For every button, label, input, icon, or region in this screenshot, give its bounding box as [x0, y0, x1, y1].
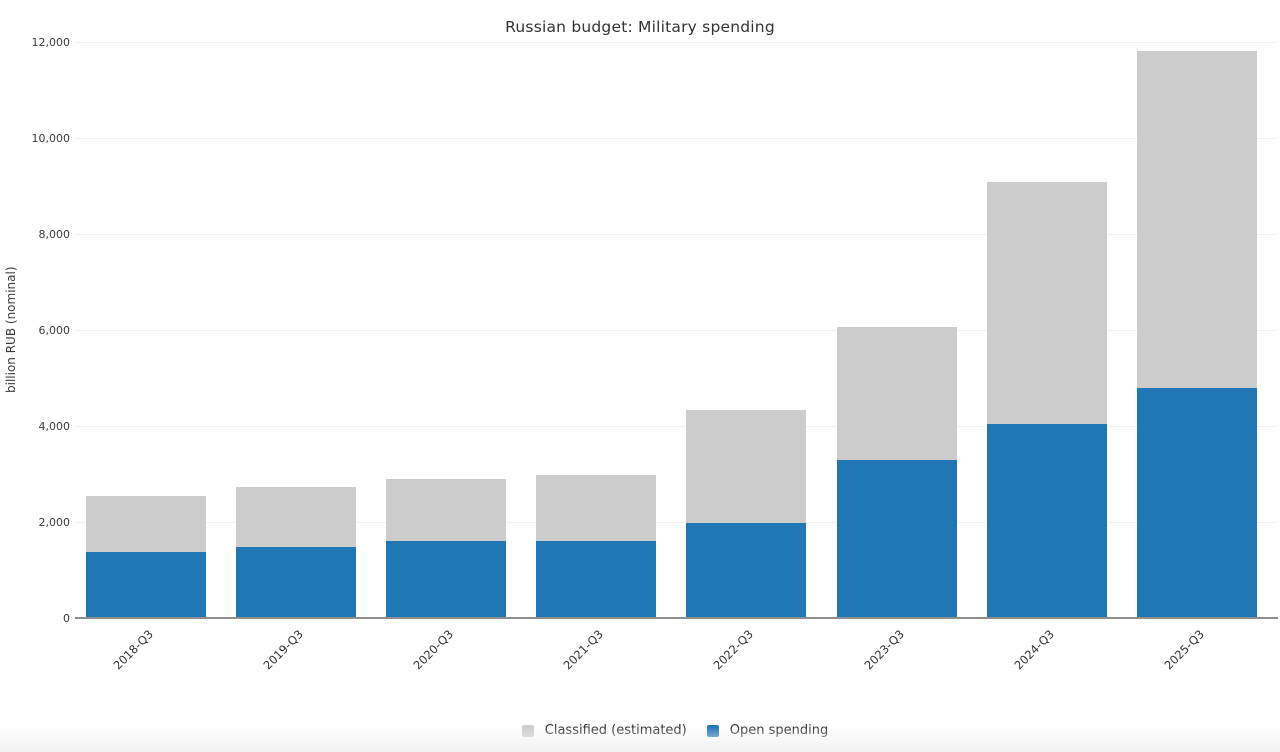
bar-segment-classified-estimated[interactable] [235, 487, 356, 548]
bar-stack-2024-Q3[interactable] [986, 181, 1107, 618]
gridline [75, 330, 1278, 331]
y-tick-label: 4,000 [38, 420, 71, 433]
plot-area [75, 42, 1278, 618]
gridline [75, 234, 1278, 235]
x-tick-label: 2022-Q3 [710, 627, 757, 673]
chart-title: Russian budget: Military spending [505, 18, 775, 36]
legend-swatch-icon [706, 724, 719, 737]
gridline [75, 426, 1278, 427]
bar-segment-classified-estimated[interactable] [836, 326, 957, 460]
bar-segment-open-spending[interactable] [235, 547, 356, 618]
bar-segment-open-spending[interactable] [1136, 387, 1257, 618]
bar-segment-classified-estimated[interactable] [986, 181, 1107, 425]
x-tick-label: 2025-Q3 [1161, 627, 1207, 673]
y-tick-label: 0 [63, 612, 70, 625]
bar-segment-open-spending[interactable] [986, 424, 1107, 618]
x-tick-label: 2020-Q3 [410, 627, 456, 673]
bar-stack-2022-Q3[interactable] [686, 409, 807, 618]
legend-item-open-spending[interactable]: Open spending [706, 723, 829, 738]
legend-swatch-icon [521, 724, 534, 737]
bar-segment-classified-estimated[interactable] [85, 495, 206, 552]
y-tick-label: 12,000 [31, 36, 71, 49]
bar-segment-open-spending[interactable] [836, 459, 957, 618]
bar-segment-classified-estimated[interactable] [686, 409, 807, 524]
x-tick-label: 2019-Q3 [260, 627, 306, 673]
gridline [75, 522, 1278, 523]
bar-segment-classified-estimated[interactable] [1136, 50, 1257, 388]
bar-stack-2023-Q3[interactable] [836, 326, 957, 618]
x-tick-label: 2021-Q3 [560, 627, 606, 673]
y-tick-label: 6,000 [38, 324, 71, 337]
y-tick-label: 10,000 [31, 132, 71, 145]
bar-stack-2018-Q3[interactable] [85, 495, 206, 618]
y-tick-label: 8,000 [38, 228, 71, 241]
x-axis-line [75, 617, 1278, 619]
legend-label: Classified (estimated) [544, 723, 687, 738]
x-tick-label: 2018-Q3 [109, 627, 156, 673]
bar-segment-open-spending[interactable] [385, 541, 506, 618]
x-tick-label: 2024-Q3 [1011, 627, 1057, 673]
bar-segment-open-spending[interactable] [85, 551, 206, 618]
bar-segment-open-spending[interactable] [536, 540, 657, 618]
bar-segment-open-spending[interactable] [686, 523, 807, 618]
bar-segment-classified-estimated[interactable] [536, 474, 657, 541]
gridline [75, 42, 1278, 43]
x-tick-label: 2023-Q3 [860, 627, 907, 673]
bar-stack-2019-Q3[interactable] [235, 487, 356, 618]
y-tick-label: 2,000 [38, 516, 71, 529]
bar-stack-2021-Q3[interactable] [536, 474, 657, 618]
legend-label: Open spending [729, 723, 829, 738]
bar-stack-2025-Q3[interactable] [1136, 50, 1257, 618]
legend: Classified (estimated) Open spending [70, 723, 1280, 738]
bar-segment-classified-estimated[interactable] [385, 479, 506, 542]
bar-stack-2020-Q3[interactable] [385, 479, 506, 618]
gridline [75, 138, 1278, 139]
legend-item-classified-estimated[interactable]: Classified (estimated) [521, 723, 687, 738]
